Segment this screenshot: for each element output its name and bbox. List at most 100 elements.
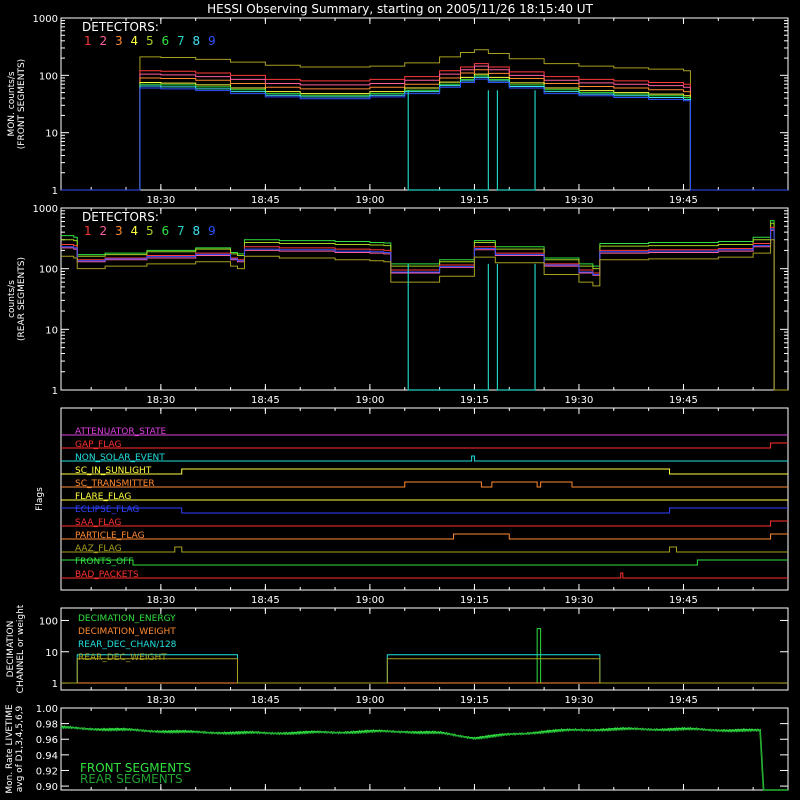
decimation-legend-label: DECIMATION_WEIGHT [78,627,176,637]
livetime-y-axis-label: Mon. Rate LIVETIME [5,704,15,794]
front-y-tick-label: 10 [45,129,58,140]
front-series-line-det6 [61,75,788,191]
rear-frame [60,207,789,391]
rear-y-tick-label: 100 [39,265,58,276]
flag-line-sc_transmitter [61,481,788,488]
rear-series-line-det9 [61,228,788,391]
front-y-tick-label: 1 [52,186,58,197]
flags-x-tick-label: 18:45 [251,595,280,606]
decimation-y-tick-label: 10 [45,648,58,659]
decimation-x-tick-label: 18:45 [251,695,280,706]
decimation-y-tick-label: 100 [39,616,58,627]
flags-frame [60,407,789,591]
decimation-x-tick-label: 18:30 [146,695,175,706]
flag-label-particle_flag: PARTICLE_FLAG [75,531,145,541]
rear-legend-label: 7 [177,224,185,238]
front-x-tick-label: 18:45 [251,195,280,206]
decimation-x-tick-label: 19:00 [355,695,384,706]
livetime-y-tick-label: 0.94 [36,751,58,762]
front-legend-label: 8 [193,34,201,48]
flag-label-eclipse_flag: ECLIPSE_FLAG [75,505,139,515]
livetime-frame [60,707,789,791]
rear-y-axis-label: counts/s [7,280,17,318]
decimation-x-tick-label: 19:30 [565,695,594,706]
front-legend-label: 1 [84,34,92,48]
front-x-tick-label: 19:00 [355,195,384,206]
rear-x-tick-label: 19:30 [565,395,594,406]
front-y-axis-label: MON. counts/s [7,71,17,136]
front-dropout-line [407,90,489,191]
front-legend-label: 4 [131,34,139,48]
rear-x-tick-label: 18:30 [146,395,175,406]
flag-label-attenuator_state: ATTENUATOR_STATE [75,427,167,437]
rear-legend-label: 8 [193,224,201,238]
rear-y-axis-label: (REAR SEGMENTS) [17,257,27,341]
livetime-y-tick-label: 0.92 [36,766,58,777]
rear-legend-label: 9 [208,224,216,238]
livetime-y-tick-label: 0.90 [36,782,58,793]
front-series-line-det9 [61,78,788,191]
decimation-legend-label: DECIMATION_ENERGY [78,614,176,624]
decimation-x-tick-label: 19:15 [460,695,489,706]
rear-legend-label: 1 [84,224,92,238]
livetime-legend-label: REAR SEGMENTS [80,772,183,786]
flags-x-tick-label: 19:45 [669,595,698,606]
flag-line-bad_packets [61,572,788,579]
rear-dropout-line [407,263,489,391]
front-series-line-det3 [61,69,788,191]
flag-line-saa_flag [61,520,788,527]
rear-y-tick-label: 10 [45,325,58,336]
front-frame [60,17,789,191]
livetime-y-axis-label: avg of D1,3,4,5,6,9 [15,705,25,792]
rear-y-tick-label: 1 [52,386,58,397]
front-series-line-det2 [61,65,788,191]
flag-label-aaz_flag: AAZ_FLAG [75,544,122,554]
rear-dropout-line [496,263,536,391]
decimation-frame [60,607,789,691]
flag-line-aaz_flag [61,546,788,553]
rear-legend-label: 3 [115,224,123,238]
front-y-tick-label: 100 [39,71,58,82]
livetime-y-tick-label: 0.98 [36,720,58,731]
figure-title: HESSI Observing Summary, starting on 200… [207,2,593,16]
front-legend-label: 6 [162,34,170,48]
front-legend-label: 5 [146,34,154,48]
rear-x-tick-label: 19:15 [460,395,489,406]
front-legend-label: 3 [115,34,123,48]
flag-line-particle_flag [61,533,788,540]
front-y-tick-label: 1000 [33,14,58,25]
flag-label-sc_in_sunlight: SC_IN_SUNLIGHT [75,466,152,476]
rear-x-tick-label: 19:00 [355,395,384,406]
livetime-y-tick-label: 1.00 [36,704,58,715]
front-x-tick-label: 18:30 [146,195,175,206]
front-legend-title: DETECTORS: [82,20,159,34]
flags-x-tick-label: 19:30 [565,595,594,606]
decimation-y-axis-label: DECIMATION [6,621,16,678]
rear-x-tick-label: 19:45 [669,395,698,406]
flags-x-tick-label: 18:30 [146,595,175,606]
livetime-series-line [60,725,788,791]
flag-label-fronts_off: FRONTS_OFF [75,557,133,567]
flag-line-gap_flag [61,442,788,449]
rear-series-line-outer [61,239,788,391]
rear-legend-label: 5 [146,224,154,238]
front-series-line-det1 [61,63,788,191]
rear-legend-label: 6 [162,224,170,238]
flag-label-saa_flag: SAA_FLAG [75,518,121,528]
rear-x-tick-label: 18:45 [251,395,280,406]
rear-series-line-det2 [61,229,788,391]
decimation-legend-label: REAR_DEC_WEIGHT [78,653,167,663]
front-legend-label: 2 [100,34,108,48]
front-legend-label: 9 [208,34,216,48]
livetime-legend-label: FRONT SEGMENTS [80,761,191,775]
flags-y-axis-label: Flags [35,487,45,511]
flags-x-tick-label: 19:15 [460,595,489,606]
flag-label-gap_flag: GAP_FLAG [75,440,121,450]
front-dropout-line [496,90,536,191]
rear-y-tick-label: 1000 [33,204,58,215]
flag-label-flare_flag: FLARE_FLAG [75,492,131,502]
decimation-series-line [61,658,788,684]
front-legend-label: 7 [177,34,185,48]
